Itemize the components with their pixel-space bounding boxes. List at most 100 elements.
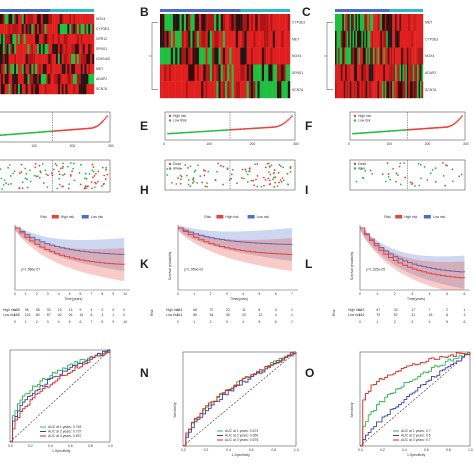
dead-point <box>277 171 280 174</box>
heatmap-cell <box>12 74 15 85</box>
heatmap-cell <box>203 47 206 65</box>
heatmap-cell <box>80 34 83 45</box>
heatmap-cell <box>0 74 2 85</box>
heatmap-cell <box>340 14 343 31</box>
heatmap-cell <box>274 81 278 99</box>
heatmap-cell <box>25 64 28 75</box>
heatmap-cell <box>233 47 237 65</box>
heatmap-cell <box>181 14 185 31</box>
heatmap-cell <box>380 47 383 65</box>
risk-x-tick: 10 <box>123 320 127 324</box>
heatmap-cell <box>71 54 74 65</box>
heatmap-cell <box>8 64 11 75</box>
heatmap-cell <box>78 34 81 45</box>
risk-x-tick: 3 <box>226 320 228 324</box>
risk-point <box>272 126 275 129</box>
heatmap-cell <box>164 14 167 31</box>
heatmap-cell <box>164 47 167 65</box>
heatmap-cell <box>349 47 352 65</box>
heatmap-cell <box>88 84 91 95</box>
heatmap-cell <box>29 44 32 55</box>
heatmap-cell <box>337 64 340 82</box>
alive-point <box>56 187 59 190</box>
heatmap-cell <box>50 24 53 35</box>
heatmap-cell <box>214 81 217 99</box>
high-risk-curve <box>15 227 125 265</box>
heatmap-cell <box>257 64 260 82</box>
heatmap-cell <box>42 74 45 85</box>
heatmap-cell <box>281 14 284 31</box>
heatmap-cell <box>21 24 24 35</box>
legend-dot-high <box>168 114 172 118</box>
heatmap-cell <box>6 54 9 65</box>
heatmap-cell <box>46 64 49 75</box>
heatmap-cell <box>381 64 384 82</box>
heatmap-cell <box>412 81 415 99</box>
legend-title: Risk <box>204 215 211 219</box>
heatmap-cell <box>418 81 421 99</box>
heatmap-cell <box>8 14 11 25</box>
heatmap-cell <box>361 81 364 99</box>
risk-x-tick: 4 <box>242 320 244 324</box>
dead-point <box>106 173 109 176</box>
heatmap-cell <box>235 81 239 99</box>
heatmap-cell <box>179 30 182 48</box>
dead-point <box>386 162 389 165</box>
heatmap-cell <box>168 81 172 99</box>
dead-point <box>264 166 267 169</box>
heatmap-cell <box>406 64 409 82</box>
heatmap-cell <box>287 64 291 82</box>
dead-point <box>87 185 89 187</box>
dead-point <box>85 187 87 190</box>
heatmap-cell <box>261 14 265 31</box>
heatmap-cell <box>257 47 260 65</box>
heatmap-cell <box>12 54 15 65</box>
heatmap-cell <box>175 81 178 99</box>
risk-point <box>208 130 211 133</box>
heatmap-cell <box>0 44 2 55</box>
plot-frame <box>359 351 471 447</box>
heatmap-cell <box>351 64 353 82</box>
gene-label: MET <box>425 21 432 25</box>
heatmap-cell <box>196 81 200 99</box>
dead-point <box>274 181 276 184</box>
heatmap-cell <box>188 47 191 65</box>
heatmap-cell <box>342 47 344 65</box>
risk-count: 9 <box>80 308 82 312</box>
heatmap-cell <box>348 14 350 31</box>
risk-table-title: Risk <box>150 309 154 316</box>
alive-point <box>62 174 64 176</box>
heatmap-cell <box>31 34 34 45</box>
heatmap-cell <box>220 81 224 99</box>
risk-count: 12 <box>258 313 262 317</box>
dead-point <box>398 165 401 168</box>
heatmap-cell <box>6 14 9 25</box>
heatmap-cell <box>92 54 95 65</box>
alive-point <box>423 166 426 168</box>
heatmap-cell <box>414 64 416 82</box>
heatmap-cell <box>362 30 365 48</box>
heatmap-cell <box>76 84 79 95</box>
heatmap-cell <box>390 81 393 99</box>
heatmap-cell <box>88 54 91 65</box>
heatmap-cell <box>52 84 55 95</box>
heatmap-cell <box>63 44 66 55</box>
dead-point <box>273 185 276 188</box>
heatmap-cell <box>203 30 206 48</box>
heatmap-cell <box>415 14 418 31</box>
heatmap-cell <box>86 14 89 25</box>
heatmap-cell <box>222 64 226 82</box>
heatmap-cell <box>90 54 93 65</box>
risk-point <box>284 121 286 124</box>
heatmap-cell <box>277 64 280 82</box>
dead-point <box>204 169 206 172</box>
heatmap-cell <box>218 64 221 82</box>
heatmap-cell <box>19 74 22 85</box>
heatmap-cell <box>420 64 422 82</box>
x-axis-label: 1-Specificity <box>407 453 426 457</box>
auc-label: AUC at 3 years: 0.675 <box>225 438 258 442</box>
p-value: p=1.959e-02 <box>184 268 203 272</box>
gene-label: MET <box>96 67 103 71</box>
heatmap-cell <box>399 30 402 48</box>
